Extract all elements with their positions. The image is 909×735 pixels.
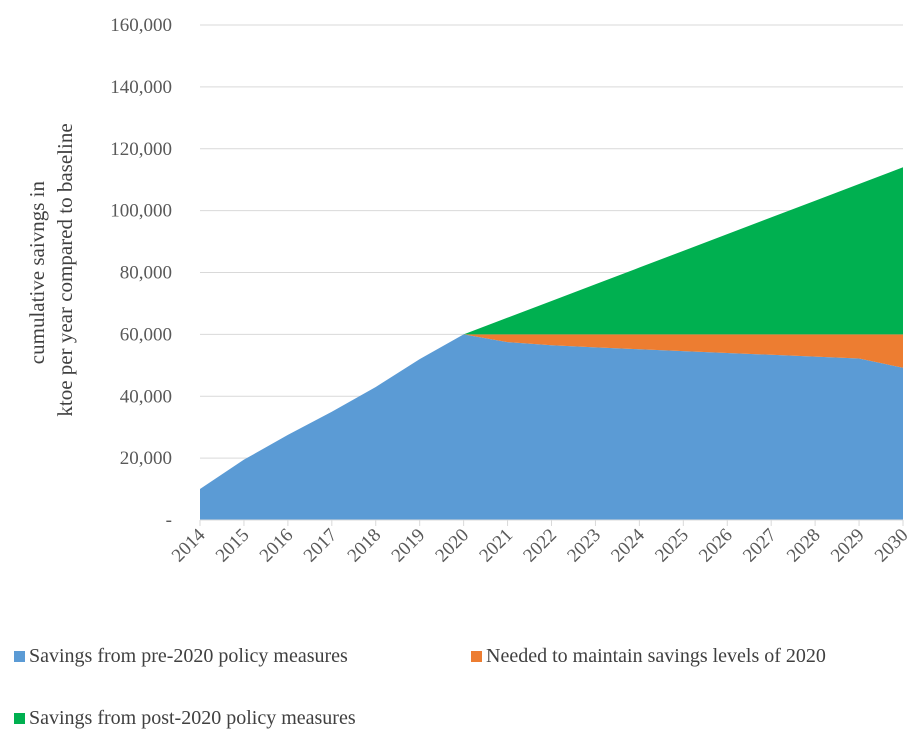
x-tick-label: 2029 (827, 525, 869, 567)
axes (199, 519, 904, 526)
legend-label-post2020: Savings from post-2020 policy measures (29, 707, 356, 729)
y-tick-label: 160,000 (110, 15, 172, 36)
x-tick-label: 2019 (388, 525, 430, 567)
x-tick-label: 2027 (739, 525, 781, 567)
y-axis-label: cumulative saivngs in ktoe per year comp… (25, 123, 77, 416)
x-tick-label: 2028 (783, 525, 825, 567)
y-tick-label: 120,000 (110, 139, 172, 160)
legend-swatch-post2020 (14, 713, 25, 724)
x-tick-label: 2014 (168, 524, 210, 566)
x-tick-label: 2018 (344, 525, 386, 567)
x-tick-label: 2030 (871, 525, 909, 567)
legend-swatch-maintain (471, 651, 482, 662)
x-tick-label: 2026 (695, 525, 737, 567)
x-tick-label: 2020 (431, 525, 473, 567)
x-tick-label: 2016 (256, 525, 298, 567)
plot-areas (200, 167, 903, 520)
series-area-1 (200, 334, 903, 520)
legend-item-maintain: Needed to maintain savings levels of 202… (471, 645, 826, 668)
y-axis-label-line-1: cumulative saivngs in (25, 181, 49, 365)
x-tick-label: 2015 (212, 525, 254, 567)
y-tick-label: 140,000 (110, 77, 172, 98)
x-tick-label: 2022 (519, 525, 561, 567)
legend-item-pre2020: Savings from pre-2020 policy measures (14, 645, 348, 668)
x-tick-labels: 2014 2015 2016 2017 2018 2019 2020 2021 2022 2023… (168, 524, 909, 566)
x-tick-label: 2017 (300, 525, 342, 567)
legend-swatch-pre2020 (14, 651, 25, 662)
legend-item-post2020: Savings from post-2020 policy measures (14, 707, 356, 730)
legend-label-pre2020: Savings from pre-2020 policy measures (29, 645, 348, 667)
x-tick-label: 2023 (563, 525, 605, 567)
y-tick-labels: - 20,000 40,000 60,000 80,000 100,000 120,000 1… (110, 15, 172, 531)
series-area-3 (200, 167, 903, 490)
y-axis-label-line-2: ktoe per year compared to baseline (53, 123, 77, 416)
x-tick-label: 2021 (475, 525, 517, 567)
y-tick-label: - (166, 510, 172, 531)
y-tick-label: 100,000 (110, 201, 172, 222)
y-tick-label: 20,000 (120, 448, 172, 469)
y-tick-label: 80,000 (120, 263, 172, 284)
y-tick-label: 60,000 (120, 324, 172, 345)
x-tick-label: 2024 (607, 524, 649, 566)
x-tick-label: 2025 (651, 525, 693, 567)
y-tick-label: 40,000 (120, 386, 172, 407)
series-area-2 (200, 334, 903, 490)
legend-label-maintain: Needed to maintain savings levels of 202… (486, 645, 826, 667)
